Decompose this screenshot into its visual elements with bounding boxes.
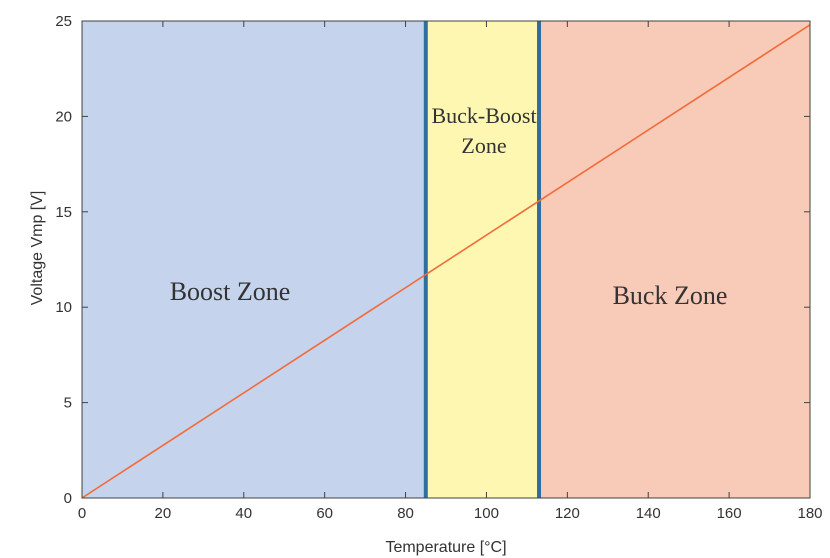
x-tick-label: 160 bbox=[717, 505, 742, 522]
y-tick-label: 10 bbox=[55, 299, 72, 316]
ticks-layer: 0 20 40 60 80 100 120 140 160 180 0 5 10 15 20 25 bbox=[55, 13, 822, 522]
y-tick-label: 15 bbox=[55, 204, 72, 221]
zone-label-buck: Buck Zone bbox=[613, 281, 728, 310]
x-tick-label: 180 bbox=[797, 505, 822, 522]
zone-buck-boost bbox=[425, 21, 540, 498]
zone-label-buck-boost-line2: Zone bbox=[461, 133, 506, 158]
plot-frame bbox=[81, 20, 811, 499]
x-tick-label: 60 bbox=[316, 505, 333, 522]
x-tick-label: 40 bbox=[235, 505, 252, 522]
boundaries-layer bbox=[423, 21, 542, 498]
series-line-1 bbox=[81, 24, 811, 499]
x-tick-label: 20 bbox=[155, 505, 172, 522]
x-axis-title: Temperature [°C] bbox=[385, 539, 506, 556]
x-tick-label: 0 bbox=[78, 505, 86, 522]
y-tick-label: 20 bbox=[55, 108, 72, 125]
y-tick-label: 25 bbox=[55, 13, 72, 30]
axes-layer bbox=[81, 20, 811, 499]
y-tick-label: 0 bbox=[64, 490, 72, 507]
x-tick-label: 120 bbox=[555, 505, 580, 522]
x-tick-label: 100 bbox=[474, 505, 499, 522]
zone-label-boost: Boost Zone bbox=[170, 277, 291, 306]
y-tick-label: 5 bbox=[64, 395, 72, 412]
series-layer bbox=[81, 24, 811, 499]
zone-buck bbox=[539, 21, 810, 498]
x-tick-label: 80 bbox=[397, 505, 414, 522]
zone-label-buck-boost-line1: Buck-Boost bbox=[431, 103, 536, 128]
x-tick-label: 140 bbox=[636, 505, 661, 522]
y-axis-title: Voltage Vmp [V] bbox=[29, 191, 46, 306]
zone-boost bbox=[82, 21, 426, 498]
zones-layer bbox=[82, 21, 810, 498]
